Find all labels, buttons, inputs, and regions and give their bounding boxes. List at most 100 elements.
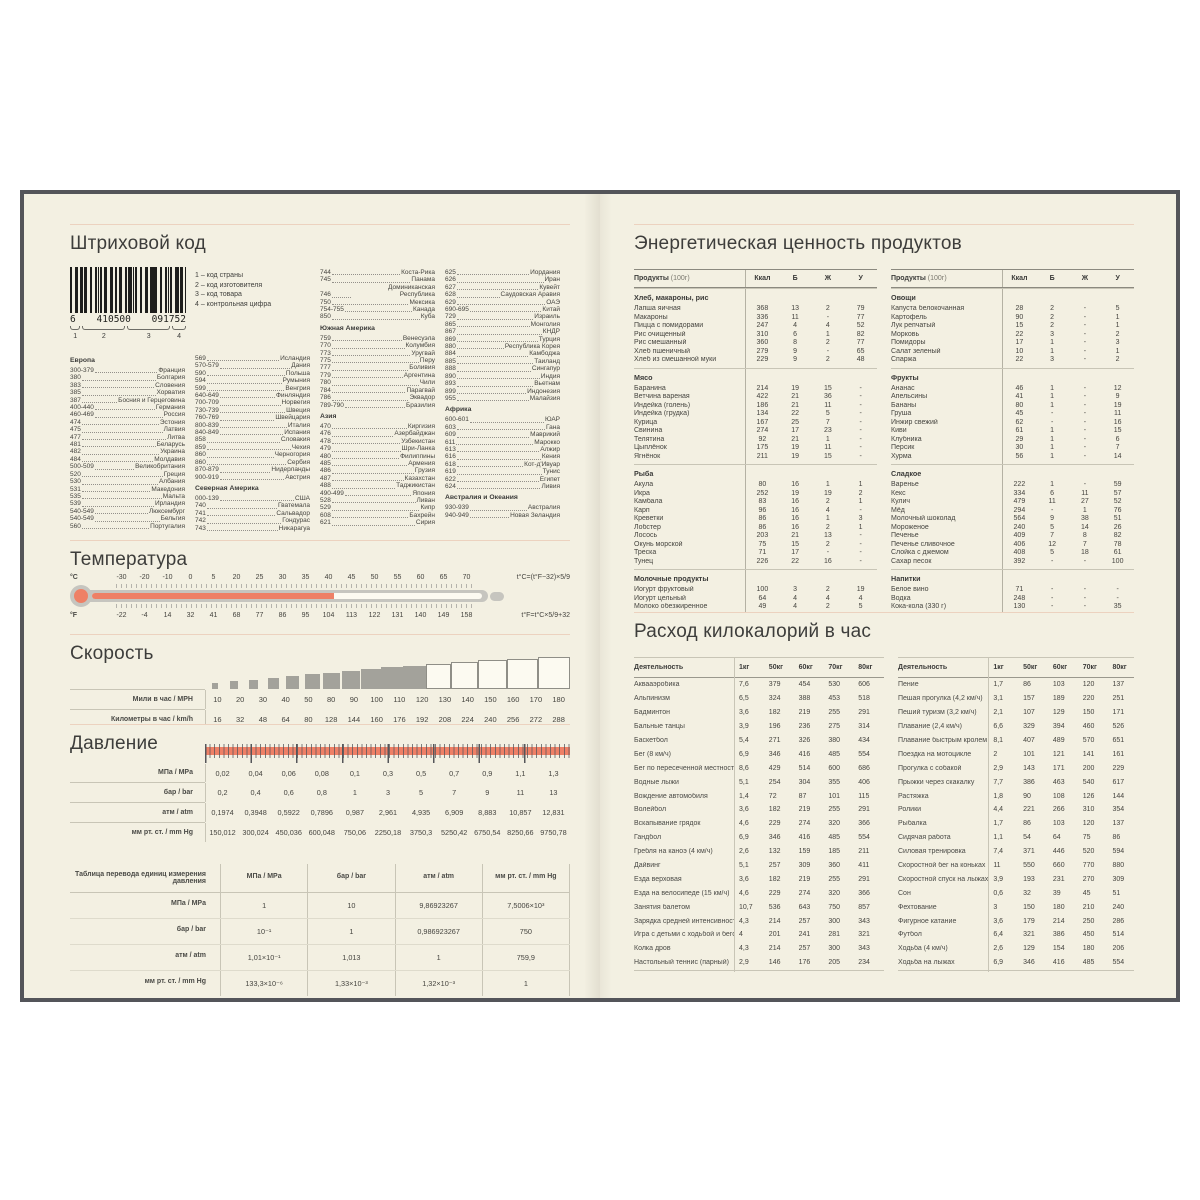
country-code-row: 385 Хорватия [70,389,185,396]
food-value: 61 [1015,427,1024,434]
country-code: 479 [320,445,331,453]
food-value: - [1069,612,1102,613]
filled-square [304,674,320,689]
food-value: 11 [1113,410,1122,417]
country-code: 775 [320,357,331,365]
weight-column-header: 80кг [858,664,873,671]
pressure-section-title: Давление [70,733,159,754]
activity-value: 214 [768,945,781,953]
kmh-value: 48 [258,715,268,724]
activity-value: 108 [1052,792,1065,800]
activity-value: 101 [1023,750,1035,758]
food-value: 211 [756,452,768,460]
activity-value: 2,6 [993,945,1004,953]
food-name: Молоко обезжиренное [634,603,708,610]
mph-value: 80 [326,695,336,704]
country-code-row: 621 Сирия [320,519,435,526]
speed-square-cell [341,670,361,689]
activity-value: 304 [798,778,811,786]
pressure-value: 0,04 [248,768,263,778]
country-code-row: 640-649 Финляндия [195,392,310,399]
food-value: 392 [1013,557,1026,565]
activity-value: 107 [1023,709,1035,717]
country-name: Грузия [414,467,435,475]
celsius-tick-label: 55 [393,574,402,581]
pad [891,566,1002,569]
food-name: Кулич [891,498,911,505]
country-code-row: 899 Индонезия [445,388,560,395]
country-code-row: 746 Доминиканская Республика [320,284,435,299]
activity-value: 489 [1052,737,1065,745]
food-value: 3 [858,515,863,522]
food-name: Икра [634,489,650,497]
thermometer-tube [82,590,488,602]
food-value: 18 [1080,549,1089,556]
food-values: 80 16 1 1 [745,481,877,490]
country-code: 746 [320,291,331,299]
activity-value: 210 [1082,903,1095,911]
section-rule [634,224,1134,225]
activity-value: 236 [798,723,811,731]
activity-value: 214 [768,917,781,925]
food-value: 334 [1013,489,1026,497]
food-values: 96 16 4- [745,506,877,515]
pressure-value: 0,7896 [310,808,333,817]
food-value: 61 [1113,549,1122,556]
activity-value: 72 [768,792,777,800]
food-row: Мороженое 240 5 14 26 [891,523,1134,532]
activity-value: 143 [1023,764,1035,772]
food-value: 1 [1050,347,1055,355]
fahrenheit-tick-label: 140 [414,612,427,619]
pressure-table-cell: 1,013 [307,945,394,970]
filled-square [380,667,403,689]
country-code-row: 531 Македония [70,486,185,493]
food-value: 35 [1113,603,1122,610]
food-value: - [859,418,862,426]
food-row: Акула 80 16 1 1 [634,481,877,490]
food-value: 1 [858,481,863,488]
country-code-row: 600-601 ЮАР [445,416,560,423]
activity-values: 7,4 371 446 520 594 [988,842,1134,862]
activity-row: Бег по пересеченной местности 8,6 429 514 60… [634,758,884,778]
pressure-ruler-coarse-ticks [205,744,570,763]
country-code-row: 940-949 Новая Зеландия [445,512,560,519]
activity-name: Сон [898,889,911,897]
food-value: 1 [1050,427,1055,434]
pressure-row-values: 0,2 0,4 0,6 0,8 1 3 5 7 9 11 13 [205,783,570,802]
activity-values: 6,9 346 416 485 554 [988,953,1134,972]
food-value: 64 [758,594,767,602]
food-values: 45- -11 [1002,410,1134,419]
pressure-value: 5 [419,788,424,797]
mph-value: 40 [281,695,290,704]
activity-value: 606 [858,681,870,689]
country-code-row: 460-469 Россия [70,411,185,418]
food-value: 2 [825,305,830,312]
activity-value: 520 [1082,848,1095,856]
food-row: Хурма 56 1-14 [891,452,1134,461]
activity-value: 286 [1112,917,1125,925]
food-value: - [1083,305,1087,312]
activity-values: 8,1 407 489 570 651 [988,731,1134,751]
activity-values: 7,7 386 463 540 617 [988,772,1134,792]
food-value: - [1083,444,1087,451]
dot-leader [456,304,546,306]
fahrenheit-tick-label: 14 [163,612,172,619]
country-code-row: 744 Коста-Рика [320,269,435,276]
food-name: Красное вино [891,612,1002,613]
activity-row: Ролики 4,4 221 266 310 354 [898,800,1134,820]
country-code: 729 [445,313,456,321]
activity-value: 220 [1082,695,1095,703]
country-code: 569 [195,355,206,362]
dot-leader [219,397,275,399]
pressure-table-cell: 1 [481,971,570,996]
pressure-value: 2,961 [378,808,398,817]
country-code-row: 619 Тунис [445,468,560,475]
activity-values: 3,6 182 219 255 291 [734,869,884,889]
activity-value: 314 [858,723,870,731]
pressure-table-cell: 9,86923267 [394,893,482,918]
mph-value: 130 [438,695,452,704]
food-tables: Продукты (100г) Ккал Б Ж У Хлеб, макароны, ри… [634,269,1134,612]
pressure-row: МПа / MPa 0,02 0,04 0,06 0,08 0,1 0,3 0,5 0,7 0,9… [70,763,570,782]
activity-values: 6,4 321 386 450 514 [988,925,1134,945]
country-name: Коста-Рика [401,269,435,276]
